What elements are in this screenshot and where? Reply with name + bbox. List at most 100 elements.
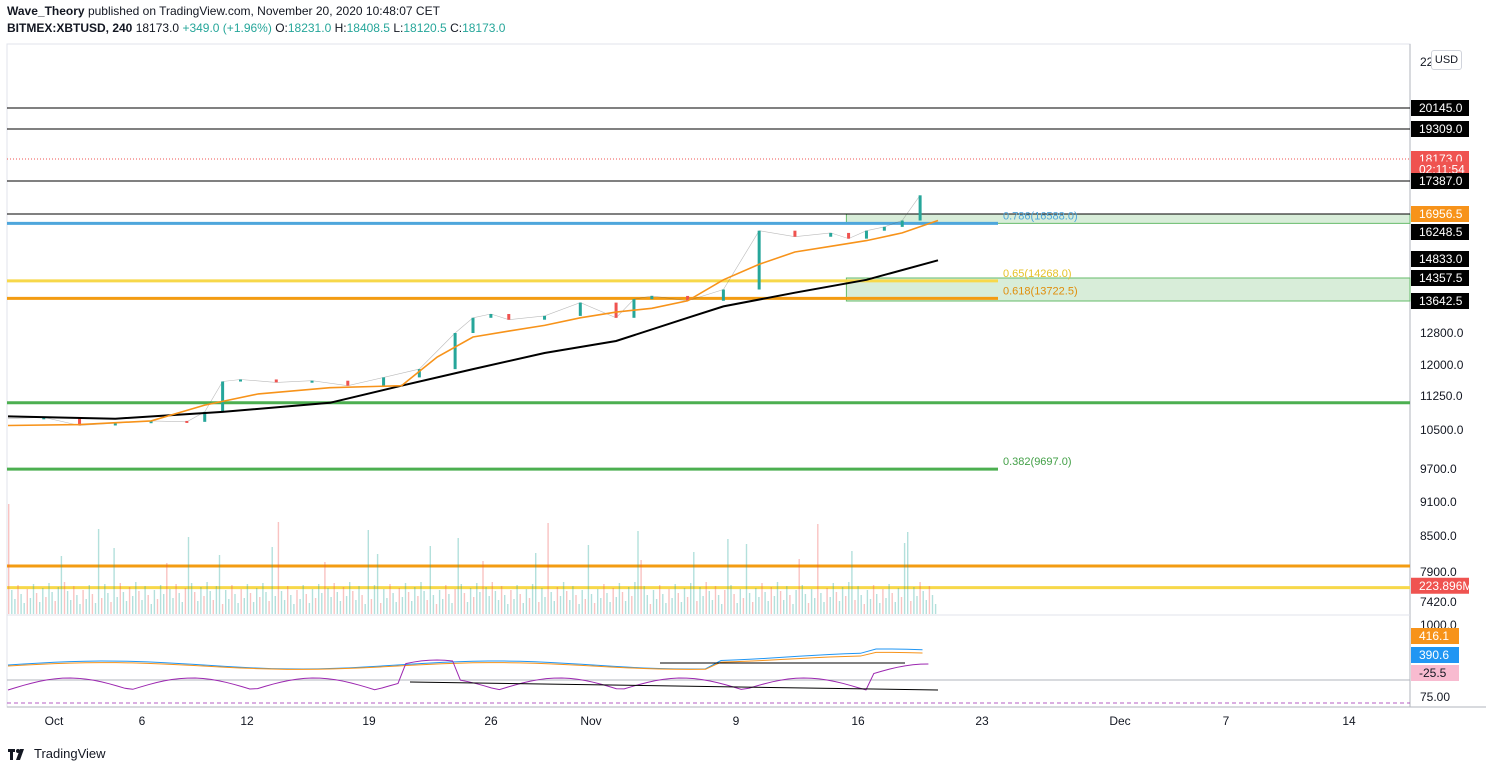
candle[interactable]	[382, 377, 386, 386]
volume-bar	[807, 603, 810, 614]
volume-bar	[606, 593, 608, 614]
candle[interactable]	[757, 230, 761, 290]
volume-bar	[730, 585, 732, 614]
candle[interactable]	[507, 314, 511, 320]
volume-bar	[677, 593, 679, 614]
candle[interactable]	[918, 195, 922, 221]
volume-bar	[442, 599, 444, 614]
price-tag-bg	[1411, 293, 1469, 309]
y-tick-label: 9700.0	[1420, 462, 1457, 476]
candle[interactable]	[42, 417, 46, 420]
volume-bar	[907, 532, 909, 614]
candle[interactable]	[113, 423, 117, 426]
volume-bar	[628, 587, 630, 614]
candle[interactable]	[793, 230, 797, 237]
volume-bar	[888, 584, 890, 614]
volume-bar	[228, 599, 230, 614]
candle[interactable]	[417, 369, 421, 378]
symbol-legend: BITMEX:XBTUSD, 240 18173.0 +349.0 (+1.96…	[7, 21, 505, 35]
volume-bar	[863, 604, 865, 614]
volume-bar	[835, 592, 838, 614]
volume-bar	[643, 586, 645, 614]
volume-bar	[435, 604, 438, 614]
candle[interactable]	[632, 299, 636, 318]
candle[interactable]	[829, 232, 833, 237]
volume-bar	[287, 586, 289, 614]
symbol-label[interactable]: BITMEX:XBTUSD, 240	[7, 21, 133, 35]
candle[interactable]	[614, 302, 618, 318]
volume-bar	[277, 522, 280, 614]
candle[interactable]	[543, 315, 547, 320]
volume-bar	[457, 538, 459, 614]
x-tick-label: 19	[362, 714, 376, 728]
close-label: C:	[450, 21, 463, 35]
candle[interactable]	[650, 295, 654, 300]
volume-bar	[70, 600, 72, 614]
volume-bar	[373, 585, 376, 614]
candle[interactable]	[882, 226, 886, 231]
volume-bar	[82, 590, 84, 614]
volume-bar	[104, 584, 106, 614]
candle[interactable]	[203, 411, 207, 422]
candle[interactable]	[686, 295, 690, 301]
volume-bar	[872, 585, 875, 614]
candle[interactable]	[578, 302, 582, 316]
volume-bar	[637, 531, 639, 614]
volume-bar	[925, 600, 927, 614]
plot-frame	[6, 43, 1411, 708]
candle[interactable]	[149, 420, 153, 424]
candle[interactable]	[864, 230, 868, 239]
volume-bar	[593, 603, 596, 614]
candle[interactable]	[346, 380, 350, 386]
candle[interactable]	[239, 379, 242, 382]
volume-bar	[640, 560, 642, 614]
volume-bar	[693, 552, 695, 614]
volume-bar	[711, 600, 714, 614]
volume-bar	[748, 593, 751, 614]
y-tick-label: 9100.0	[1420, 495, 1457, 509]
macd-tag-bg	[1411, 647, 1459, 663]
volume-bar	[553, 601, 555, 614]
volume-bar	[39, 602, 41, 614]
volume-bar	[113, 548, 115, 614]
volume-bar	[857, 586, 859, 614]
moving-average-short[interactable]	[7, 219, 939, 427]
candle[interactable]	[900, 220, 904, 227]
candle[interactable]	[847, 232, 851, 239]
candle[interactable]	[471, 317, 475, 333]
volume-bar	[333, 583, 335, 614]
low-value: 18120.5	[403, 21, 447, 35]
candle[interactable]	[221, 381, 225, 412]
rsi-line	[7, 659, 929, 691]
candle[interactable]	[489, 314, 493, 318]
volume-bar	[841, 587, 844, 614]
volume-bar	[308, 603, 311, 614]
tradingview-brand[interactable]: TradingView	[8, 746, 106, 761]
volume-bar	[460, 584, 462, 614]
moving-average-long[interactable]	[7, 259, 939, 420]
y-tick-label: 7900.0	[1420, 565, 1457, 579]
volume-bar	[624, 601, 627, 614]
candle[interactable]	[78, 417, 82, 426]
currency-button[interactable]: USD	[1431, 50, 1462, 70]
rsi-trendline[interactable]	[409, 681, 939, 691]
volume-bar	[401, 597, 404, 614]
volume-bar	[891, 593, 893, 614]
volume-bar	[209, 591, 211, 614]
volume-bar	[603, 584, 605, 614]
candle[interactable]	[721, 289, 725, 301]
volume-bar	[717, 595, 720, 614]
volume-bar	[163, 594, 165, 614]
demand-zone-1[interactable]	[845, 277, 1411, 302]
volume-bar	[708, 591, 710, 614]
candle[interactable]	[274, 379, 278, 383]
open-label: O:	[275, 21, 288, 35]
candle[interactable]	[310, 380, 314, 383]
volume-bar	[494, 591, 497, 614]
volume-bar	[476, 583, 478, 614]
candle[interactable]	[453, 333, 457, 370]
author-name[interactable]: Wave_Theory	[7, 4, 85, 18]
candle[interactable]	[185, 420, 189, 423]
fib-label-2: 0.618(13722.5)	[1003, 285, 1078, 297]
